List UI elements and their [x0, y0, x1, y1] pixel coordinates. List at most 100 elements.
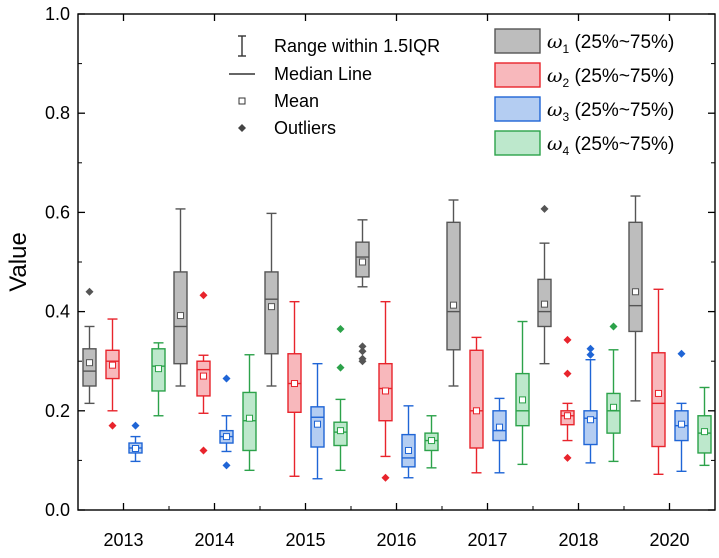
outlier-point [609, 322, 618, 331]
legend-swatch [494, 28, 541, 54]
axes: 0.0 0.2 0.4 0.6 0.8 1.0 2013 2014 2015 2016 2017 20… [45, 4, 716, 550]
mean-marker [610, 403, 617, 411]
box-ω2-2015 [287, 300, 302, 477]
box-ω4-2017 [515, 320, 530, 466]
mean-marker [701, 428, 708, 436]
outlier-point [563, 335, 572, 344]
x-tick-label: 2020 [649, 530, 689, 550]
outlier-point [358, 357, 367, 366]
mean-marker [405, 446, 412, 454]
mean-marker [382, 387, 389, 395]
box-ω4-2020 [697, 386, 712, 467]
outlier-point [222, 374, 231, 383]
outlier-point [358, 342, 367, 351]
box-ω1-2014 [173, 208, 188, 387]
legend-item-mean: Mean [238, 91, 319, 111]
legend-label-mean: Mean [274, 91, 319, 111]
mean-marker [177, 312, 184, 320]
outlier-point [563, 453, 572, 462]
mean-marker [519, 396, 526, 404]
legend-suffix: (25%~75%) [569, 100, 674, 121]
outlier-point [222, 461, 231, 470]
iqr-box [446, 221, 461, 351]
x-tick-label: 2013 [103, 530, 143, 550]
box-ω3-2018 [583, 344, 598, 464]
outlier-point [199, 446, 208, 455]
legend-subscript: 2 [563, 76, 570, 90]
legend-subscript: 1 [563, 42, 570, 56]
y-tick-label: 0.0 [45, 500, 70, 520]
outlier-point [336, 324, 345, 333]
box-ω1-2013 [82, 287, 97, 405]
mean-marker [632, 288, 639, 296]
mean-marker [155, 365, 162, 373]
legend-label-median: Median Line [274, 64, 372, 84]
legend-subscript: 3 [563, 110, 570, 124]
mean-marker [200, 372, 207, 380]
legend-item-median: Median Line [229, 64, 372, 84]
iqr-box [583, 410, 598, 446]
box-groups [82, 195, 712, 482]
iqr-box [469, 349, 484, 449]
legend-item-ω2: ω2 (25%~75%) [494, 62, 674, 90]
legend-mean-symbol [238, 97, 246, 105]
iqr-box [651, 352, 666, 448]
x-tick-label: 2015 [285, 530, 325, 550]
outlier-point [199, 291, 208, 300]
mean-marker [314, 420, 321, 428]
legend-suffix: (25%~75%) [569, 32, 674, 53]
mean-marker [132, 444, 139, 452]
y-tick-label: 0.8 [45, 103, 70, 123]
mean-marker [450, 301, 457, 309]
mean-marker [428, 437, 435, 445]
legend-symbols: Range within 1.5IQR Median Line Mean Outlie… [229, 35, 440, 138]
plot-area [77, 13, 716, 511]
iqr-box [628, 221, 643, 333]
legend-label: ω2 (25%~75%) [547, 65, 674, 90]
box-ω3-2016 [401, 405, 416, 479]
box-ω1-2020 [628, 195, 643, 402]
x-tick-label: 2017 [467, 530, 507, 550]
legend-omega: ω [547, 99, 563, 121]
mean-marker [473, 407, 480, 415]
outlier-point [586, 344, 595, 353]
legend-swatch [494, 130, 541, 156]
y-tick-label: 0.4 [45, 302, 70, 322]
mean-marker [541, 300, 548, 308]
box-ω2-2017 [469, 336, 484, 474]
mean-marker [655, 389, 662, 397]
mean-marker [268, 303, 275, 311]
legend-omega: ω [547, 133, 563, 155]
mean-marker [109, 361, 116, 369]
legend-item-outliers: Outliers [238, 118, 336, 138]
iqr-box [264, 271, 279, 355]
mean-marker [223, 433, 230, 441]
box-ω4-2015 [333, 324, 348, 472]
x-tick-label: 2018 [558, 530, 598, 550]
box-ω3-2013 [128, 421, 143, 463]
box-ω4-2016 [424, 415, 439, 469]
box-ω1-2016 [355, 219, 370, 366]
legend-label: ω3 (25%~75%) [547, 99, 674, 124]
box-ω1-2015 [264, 212, 279, 387]
outlier-point [381, 473, 390, 482]
legend-suffix: (25%~75%) [569, 134, 674, 155]
y-tick-label: 0.6 [45, 202, 70, 222]
legend-label-outliers: Outliers [274, 118, 336, 138]
box-ω4-2013 [151, 342, 166, 417]
box-ω3-2014 [219, 374, 234, 470]
outlier-point [358, 347, 367, 356]
y-tick-label: 0.2 [45, 401, 70, 421]
box-ω4-2018 [606, 322, 621, 463]
iqr-box [606, 392, 621, 434]
mean-marker [86, 359, 93, 367]
y-tick-label: 1.0 [45, 4, 70, 24]
outlier-point [563, 369, 572, 378]
box-ω2-2013 [105, 318, 120, 430]
y-axis-label: Value [5, 232, 32, 292]
mean-marker [359, 258, 366, 266]
legend-suffix: (25%~75%) [569, 66, 674, 87]
box-ω4-2014 [242, 354, 257, 472]
box-ω2-2018 [560, 335, 575, 462]
